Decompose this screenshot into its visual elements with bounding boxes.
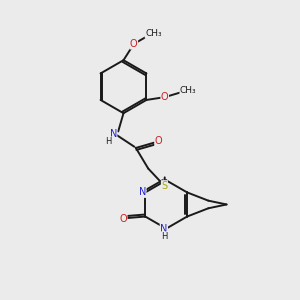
Text: N: N [139,188,146,197]
Text: O: O [155,136,162,146]
Text: S: S [161,181,167,190]
Text: H: H [161,232,167,241]
Text: O: O [119,214,127,224]
Text: O: O [161,92,169,102]
Text: H: H [105,137,111,146]
Text: CH₃: CH₃ [145,29,162,38]
Text: N: N [160,224,167,234]
Text: O: O [130,39,138,49]
Text: CH₃: CH₃ [180,86,196,95]
Text: N: N [110,129,117,139]
